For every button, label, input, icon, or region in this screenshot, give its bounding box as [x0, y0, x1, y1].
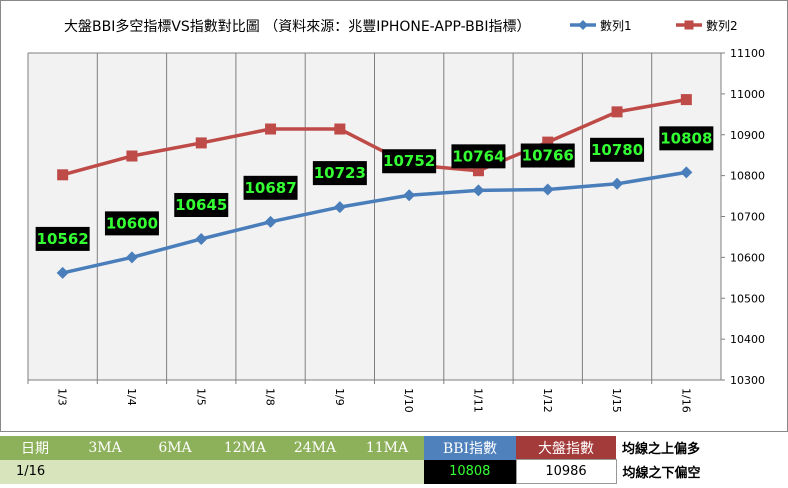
- series-1-marker: [680, 166, 693, 179]
- note-bullish: 均線之上偏多: [622, 442, 701, 458]
- data-label-box: [243, 175, 298, 200]
- legend-label-2: 數列2: [706, 19, 738, 33]
- data-label-box: [451, 144, 506, 169]
- summary-data-row: 1/16 10808 10986 均線之下偏空: [0, 459, 716, 484]
- note-bearish: 均線之下偏空: [622, 466, 701, 481]
- header-6ma: 6MA: [140, 436, 210, 460]
- data-label-box: [104, 211, 159, 236]
- y-tick-label: 10700: [730, 211, 765, 224]
- x-tick-label: 1/3: [56, 388, 69, 406]
- data-label-box: [520, 143, 575, 168]
- legend-label-1: 數列1: [600, 19, 632, 33]
- x-tick-label: 1/16: [679, 388, 692, 413]
- y-tick-label: 10400: [730, 333, 765, 346]
- summary-header-row: 日期 3MA 6MA 12MA 24MA 11MA BBI指數 大盤指數 均線之…: [0, 436, 716, 460]
- series-2-marker: [126, 150, 138, 162]
- series-1-marker: [541, 183, 554, 196]
- header-11ma: 11MA: [350, 436, 424, 460]
- legend-marker-2: [684, 20, 694, 30]
- data-label: 10687: [244, 179, 296, 197]
- y-tick-label: 10900: [730, 129, 765, 142]
- series-2-marker: [611, 106, 623, 118]
- y-tick-label: 10300: [730, 374, 765, 387]
- value-date: 1/16: [0, 459, 70, 484]
- header-24ma: 24MA: [280, 436, 350, 460]
- series-1-marker: [264, 215, 277, 228]
- chart-title: 大盤BBI多空指標VS指數對比圖 （資料來源：兆豐IPHONE-APP-BBI指…: [64, 18, 530, 35]
- value-11ma: [350, 459, 424, 484]
- series-1-marker: [403, 189, 416, 202]
- data-label-box: [659, 126, 714, 151]
- series-1-marker: [56, 266, 69, 279]
- data-label-box: [174, 192, 229, 217]
- series-line-2: [62, 97, 687, 177]
- series-line-1: [62, 170, 687, 275]
- value-24ma: [280, 459, 350, 484]
- series-2-marker: [195, 137, 207, 149]
- value-index: 10986: [515, 459, 617, 484]
- y-tick-label: 10500: [730, 292, 765, 305]
- data-label-box: [590, 137, 645, 162]
- series-2-marker: [680, 94, 692, 106]
- value-bbi: 10808: [424, 459, 516, 484]
- header-3ma: 3MA: [70, 436, 140, 460]
- y-tick-label: 10800: [730, 170, 765, 183]
- chart-area: 10300 10400 10500 10600 10700 10800 10900 11000…: [0, 0, 788, 432]
- series-2-marker: [334, 123, 346, 135]
- series-2-marker: [472, 165, 484, 177]
- series-2-marker: [542, 136, 554, 148]
- series-1-marker: [611, 177, 624, 190]
- x-tick-label: 1/15: [610, 388, 623, 413]
- data-label: 10764: [452, 147, 504, 165]
- data-label: 10562: [37, 230, 89, 248]
- legend-marker-1: [578, 20, 588, 30]
- y-tick-label: 10600: [730, 251, 765, 264]
- data-label: 10780: [591, 141, 643, 159]
- series-2-marker: [57, 169, 69, 181]
- data-label: 10766: [522, 147, 574, 165]
- header-bbi: BBI指數: [424, 436, 516, 460]
- series-1-marker: [333, 201, 346, 214]
- series-1-marker: [195, 232, 208, 245]
- value-6ma: [140, 459, 210, 484]
- series-1-marker: [125, 251, 138, 264]
- series-1-marker: [472, 184, 485, 197]
- x-tick-label: 1/10: [402, 388, 415, 413]
- summary-table: 日期 3MA 6MA 12MA 24MA 11MA BBI指數 大盤指數 均線之…: [0, 436, 716, 484]
- data-label-box: [312, 161, 367, 186]
- x-tick-label: 1/11: [471, 388, 484, 413]
- data-label-box: [35, 226, 90, 251]
- x-tick-label: 1/12: [541, 388, 554, 413]
- data-label: 10808: [660, 129, 712, 147]
- header-12ma: 12MA: [210, 436, 280, 460]
- x-tick-label: 1/4: [125, 388, 138, 406]
- y-tick-label: 11100: [730, 47, 765, 60]
- y-tick-label: 11000: [730, 88, 765, 101]
- line-chart: 10300 10400 10500 10600 10700 10800 10900 11000…: [0, 0, 788, 432]
- x-tick-label: 1/9: [333, 388, 346, 406]
- x-tick-label: 1/8: [264, 388, 277, 406]
- value-12ma: [210, 459, 280, 484]
- data-label: 10600: [106, 214, 158, 232]
- data-label: 10752: [383, 152, 435, 170]
- header-index: 大盤指數: [516, 436, 616, 460]
- data-label: 10723: [314, 164, 366, 182]
- series-2-marker: [265, 123, 277, 135]
- x-tick-label: 1/5: [194, 388, 207, 406]
- data-label-box: [382, 149, 437, 174]
- value-3ma: [70, 459, 140, 484]
- data-label: 10645: [175, 196, 227, 214]
- header-date: 日期: [0, 436, 70, 460]
